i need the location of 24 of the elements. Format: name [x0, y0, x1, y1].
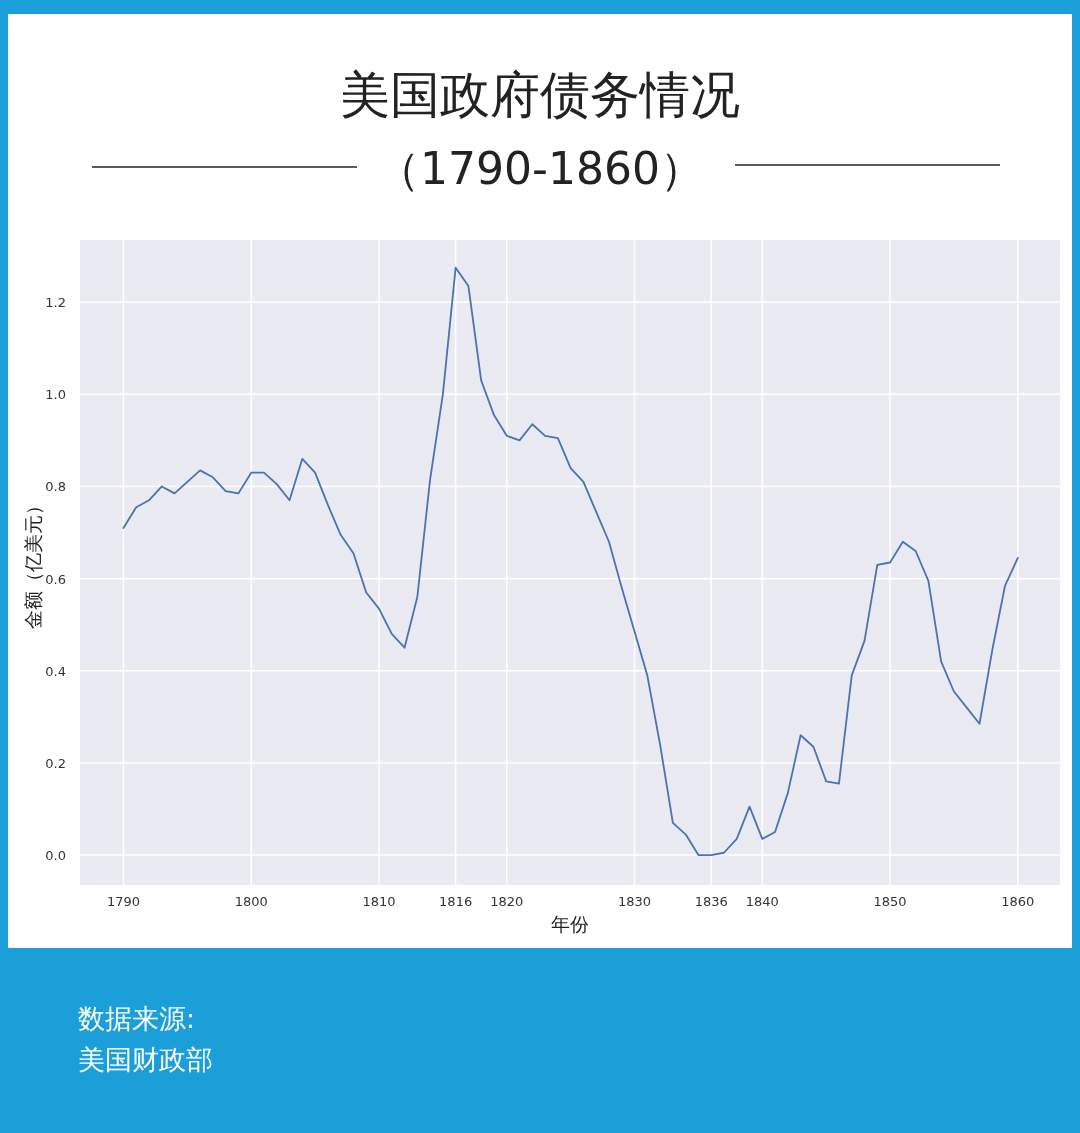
line-series [122, 266, 1019, 856]
chart-title: 美国政府债务情况 [340, 66, 740, 124]
y-tick-label: 0.2 [45, 755, 66, 771]
y-tick-label: 1.0 [45, 387, 66, 403]
x-tick-label: 1790 [106, 894, 140, 909]
y-tick-label: 0.0 [45, 848, 66, 864]
x-tick-label: 1810 [362, 894, 396, 909]
x-tick-label: 1830 [617, 894, 652, 909]
y-tick-label: 1.2 [45, 295, 66, 311]
y-axis-title: 金额（亿美元） [22, 496, 44, 629]
x-tick-label: 1836 [694, 894, 728, 909]
source-note: 数据来源: [78, 1003, 196, 1034]
x-tick-label: 1850 [873, 894, 907, 909]
x-tick-label: 1820 [490, 894, 524, 909]
y-tick-label: 0.8 [45, 479, 66, 495]
x-tick-label: 1860 [1001, 894, 1035, 909]
y-tick-label: 0.4 [45, 663, 66, 679]
x-axis-title: 年份 [551, 913, 589, 935]
x-tick-label: 1840 [745, 894, 779, 909]
y-tick-label: 0.6 [45, 571, 66, 587]
chart-subtitle: （1790-1860） [376, 143, 704, 194]
x-tick-label: 1800 [234, 894, 268, 909]
text: 美国财政部 [78, 1044, 213, 1075]
x-tick-label: 1816 [439, 894, 473, 909]
